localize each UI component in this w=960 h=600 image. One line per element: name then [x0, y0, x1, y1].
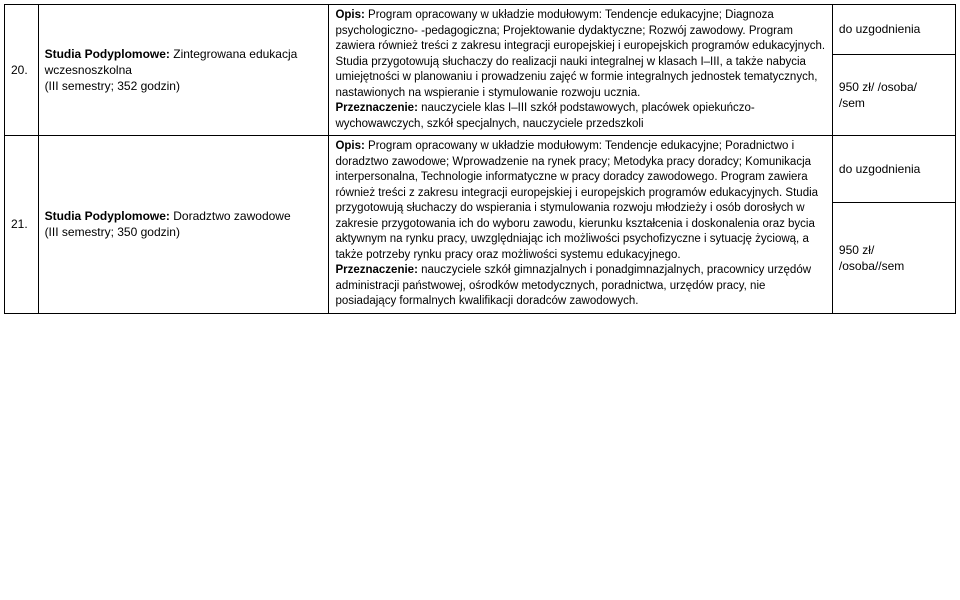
- desc-text-opis: Program opracowany w układzie modułowym:…: [335, 9, 825, 99]
- course-description: Opis: Program opracowany w układzie modu…: [329, 136, 832, 314]
- course-title-sub: (III semestry; 350 godzin): [45, 225, 180, 239]
- price-text: do uzgodnienia: [839, 22, 920, 36]
- course-title-bold: Studia Podyplomowe:: [45, 47, 170, 61]
- desc-label-przeznaczenie: Przeznaczenie:: [335, 102, 417, 114]
- course-title-bold: Studia Podyplomowe:: [45, 209, 170, 223]
- course-title-cell: Studia Podyplomowe: Zintegrowana edukacj…: [38, 5, 329, 136]
- price-cell-top: do uzgodnienia: [832, 5, 955, 55]
- price-cell-bottom: 950 zł/ /osoba/ /sem: [832, 54, 955, 136]
- table-row: 20. Studia Podyplomowe: Zintegrowana edu…: [5, 5, 956, 55]
- desc-label-opis: Opis:: [335, 9, 364, 21]
- price-text: do uzgodnienia: [839, 162, 920, 176]
- row-number: 21.: [5, 136, 39, 314]
- desc-label-opis: Opis:: [335, 140, 364, 152]
- price-cell-bottom: 950 zł/ /osoba//sem: [832, 203, 955, 313]
- course-description: Opis: Program opracowany w układzie modu…: [329, 5, 832, 136]
- price-text: /sem: [839, 96, 865, 110]
- price-cell-top: do uzgodnienia: [832, 136, 955, 203]
- desc-text-opis: Program opracowany w układzie modułowym:…: [335, 140, 818, 261]
- desc-label-przeznaczenie: Przeznaczenie:: [335, 264, 417, 276]
- price-text: /osoba//sem: [839, 259, 904, 273]
- course-title-sub: (III semestry; 352 godzin): [45, 79, 180, 93]
- course-title-cell: Studia Podyplomowe: Doradztwo zawodowe (…: [38, 136, 329, 314]
- course-table: 20. Studia Podyplomowe: Zintegrowana edu…: [4, 4, 956, 314]
- price-text: 950 zł/: [839, 243, 874, 257]
- course-title-rest: Doradztwo zawodowe: [170, 209, 291, 223]
- price-text: 950 zł/ /osoba/: [839, 80, 917, 94]
- table-row: 21. Studia Podyplomowe: Doradztwo zawodo…: [5, 136, 956, 203]
- row-number: 20.: [5, 5, 39, 136]
